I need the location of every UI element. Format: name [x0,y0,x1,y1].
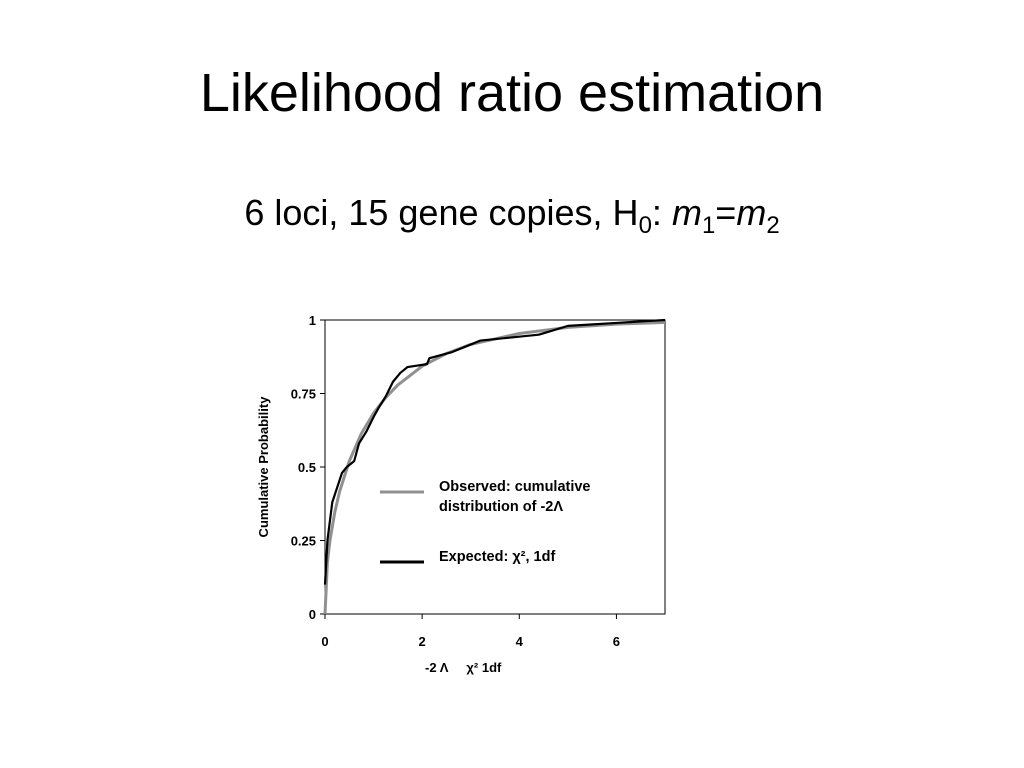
subtitle-subscript: 1 [701,212,716,239]
subtitle-variable: m [736,192,767,233]
subtitle-subscript: 0 [638,212,652,239]
slide-subtitle: 6 loci, 15 gene copies, H0: m1=m2 [0,192,1024,240]
x-tick-label: 4 [516,634,524,649]
y-tick-label: 1 [309,313,316,328]
y-tick-label: 0.25 [291,534,316,549]
legend-label: Observed: cumulative distribution of -2Λ [439,479,591,515]
subtitle-text: 6 loci, 15 gene copies, H [244,192,639,233]
subtitle-subscript: 2 [766,212,780,239]
y-tick-label: 0.5 [298,460,316,475]
subtitle-variable: m [671,192,702,233]
y-tick-label: 0 [309,607,316,622]
subtitle-text: = [715,192,737,233]
slide-title: Likelihood ratio estimation [199,63,825,123]
subtitle-text: : [651,192,672,233]
series-line [323,320,666,615]
series-line [323,318,666,585]
x-tick-label: 0 [321,634,328,649]
y-axis-label: Cumulative Probability [256,396,271,538]
x-axis-label: -2 Λ χ² 1df [425,660,502,675]
legend-label: Expected: χ², 1df [439,549,556,565]
x-tick-label: 6 [613,634,620,649]
y-tick-label: 0.75 [291,387,316,402]
x-tick-label: 2 [419,634,426,649]
plot-frame [324,319,666,615]
